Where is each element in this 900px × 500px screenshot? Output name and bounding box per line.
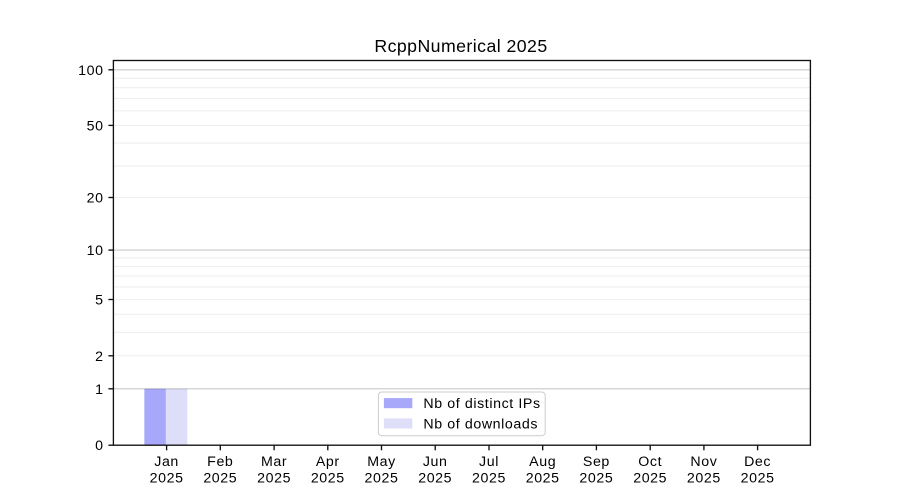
- svg-text:2025: 2025: [741, 470, 775, 486]
- svg-text:2: 2: [95, 349, 104, 365]
- svg-text:2025: 2025: [257, 470, 291, 486]
- svg-text:2025: 2025: [203, 470, 237, 486]
- svg-text:Dec: Dec: [744, 454, 771, 470]
- svg-text:Jan: Jan: [154, 454, 179, 470]
- svg-text:Apr: Apr: [316, 454, 340, 470]
- svg-text:Jul: Jul: [479, 454, 499, 470]
- svg-text:RcppNumerical 2025: RcppNumerical 2025: [374, 36, 547, 56]
- svg-text:2025: 2025: [150, 470, 184, 486]
- svg-text:10: 10: [87, 243, 104, 259]
- svg-text:Nov: Nov: [690, 454, 717, 470]
- svg-text:2025: 2025: [311, 470, 345, 486]
- svg-text:50: 50: [87, 118, 104, 134]
- svg-text:Jun: Jun: [423, 454, 448, 470]
- svg-text:5: 5: [95, 293, 104, 309]
- svg-text:100: 100: [78, 63, 103, 79]
- svg-text:1: 1: [95, 382, 104, 398]
- svg-text:2025: 2025: [365, 470, 399, 486]
- svg-text:Feb: Feb: [207, 454, 233, 470]
- svg-text:Aug: Aug: [529, 454, 556, 470]
- svg-text:Sep: Sep: [583, 454, 610, 470]
- svg-text:2025: 2025: [579, 470, 613, 486]
- svg-text:2025: 2025: [472, 470, 506, 486]
- svg-text:Mar: Mar: [261, 454, 287, 470]
- svg-text:2025: 2025: [687, 470, 721, 486]
- svg-text:0: 0: [95, 438, 104, 454]
- svg-text:20: 20: [87, 191, 104, 207]
- svg-text:2025: 2025: [526, 470, 560, 486]
- svg-text:2025: 2025: [418, 470, 452, 486]
- svg-text:2025: 2025: [633, 470, 667, 486]
- svg-text:Nb of distinct IPs: Nb of distinct IPs: [423, 396, 540, 412]
- svg-text:Nb of downloads: Nb of downloads: [423, 416, 538, 432]
- svg-text:May: May: [367, 454, 396, 470]
- svg-text:Oct: Oct: [638, 454, 662, 470]
